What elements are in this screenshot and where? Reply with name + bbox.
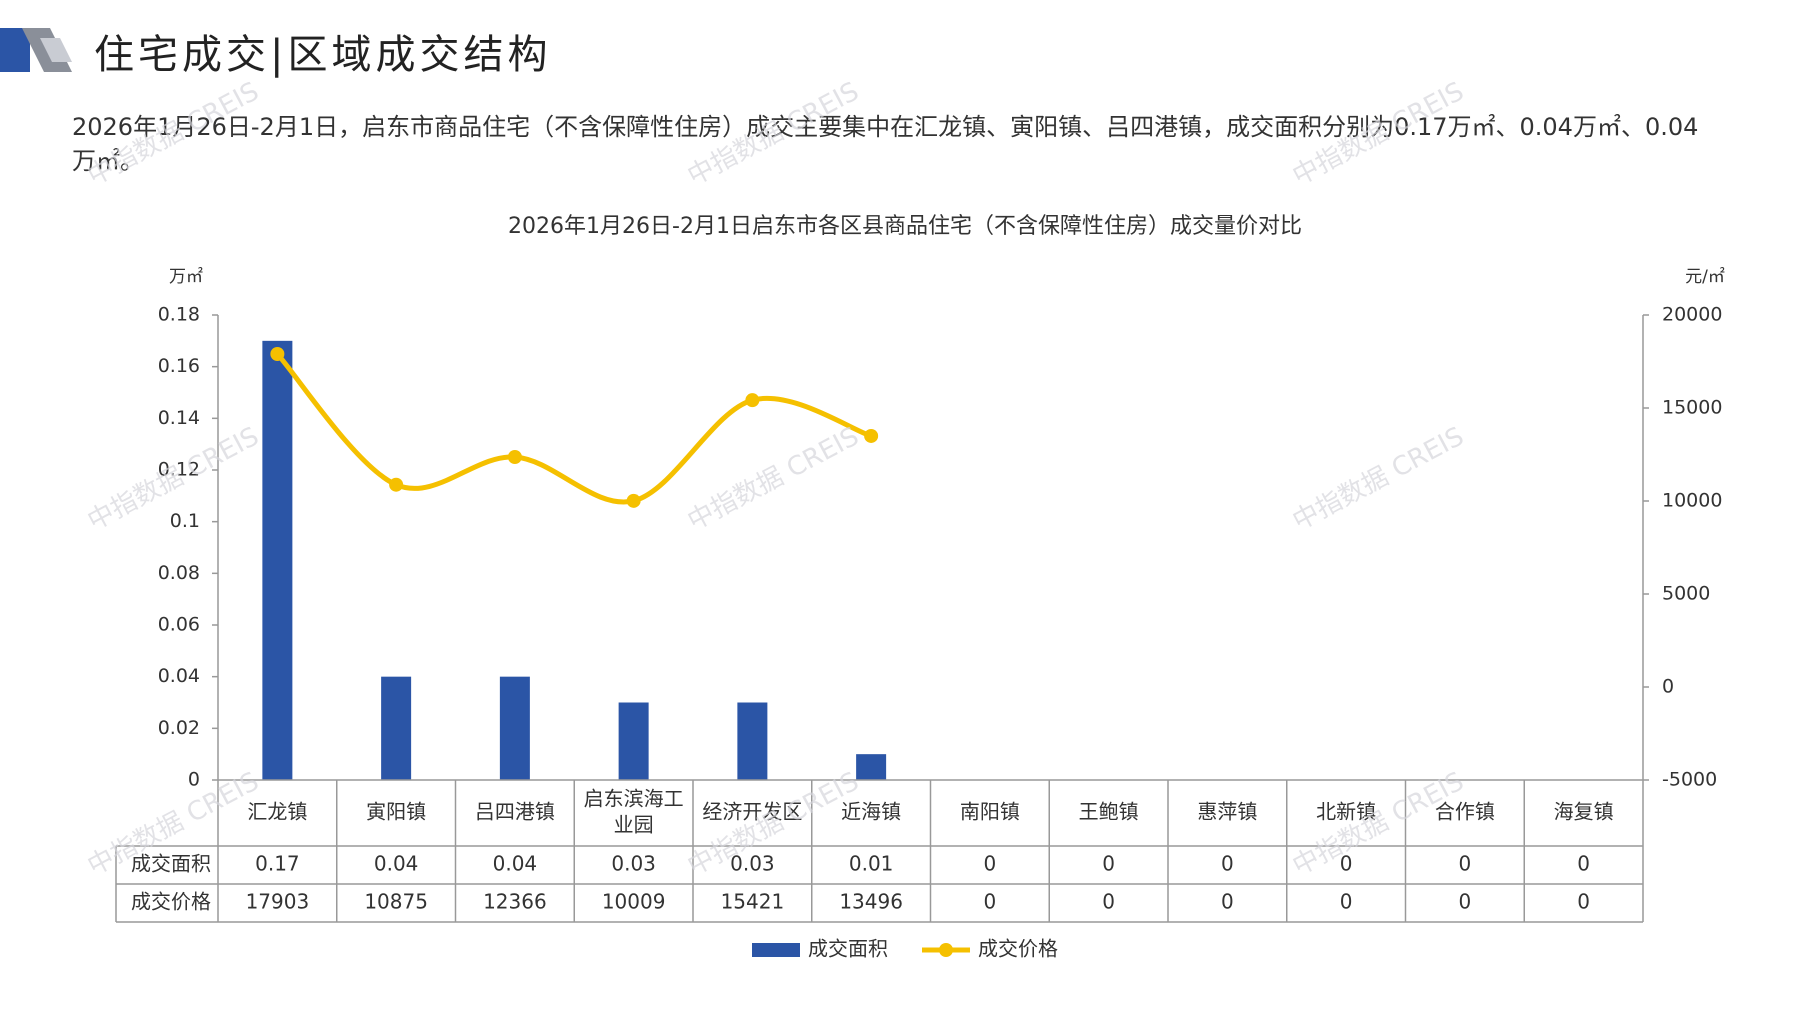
y-right-tick-label: 0 [1662,676,1674,698]
data-label-price: 0 [1340,890,1353,914]
category-label: 近海镇 [841,800,901,824]
data-label-price: 12366 [483,890,547,914]
data-label-area: 0 [1102,852,1115,876]
data-label-area: 0.01 [849,852,894,876]
data-label-area: 0.03 [611,852,656,876]
data-label-area: 0 [1221,852,1234,876]
legend-label-area: 成交面积 [808,937,888,961]
y-left-tick-label: 0.16 [158,355,200,377]
data-label-area: 0.04 [374,852,419,876]
data-label-area: 0 [1340,852,1353,876]
line-point [626,493,641,508]
y-left-tick-label: 0.12 [158,459,200,481]
data-label-price: 15421 [721,890,785,914]
y-right-tick-label: 20000 [1662,304,1722,326]
category-label: 北新镇 [1316,800,1376,824]
category-label: 汇龙镇 [247,800,307,824]
data-label-price: 0 [1459,890,1472,914]
line-point [270,347,285,362]
bar [499,676,530,780]
bar [618,702,649,780]
data-label-price: 0 [1102,890,1115,914]
data-label-price: 0 [1577,890,1590,914]
data-label-area: 0 [984,852,997,876]
category-label: 海复镇 [1554,800,1614,824]
data-label-area: 0.17 [255,852,300,876]
chart-title: 2026年1月26日-2月1日启东市各区县商品住宅（不含保障性住房）成交量价对比 [508,214,1302,239]
line-point [507,449,522,464]
summary-text: 2026年1月26日-2月1日，启东市商品住宅（不含保障性住房）成交主要集中在汇… [72,113,1699,175]
y-left-tick-label: 0.02 [158,717,200,739]
y-left-tick-label: 0.04 [158,665,200,687]
data-label-area: 0.03 [730,852,775,876]
y-right-tick-label: 15000 [1662,397,1722,419]
bar [856,754,887,780]
table-row-label-price: 成交价格 [131,890,211,914]
data-label-price: 0 [1221,890,1234,914]
category-label: 启东滨海工 [584,787,684,811]
y-right-tick-label: 10000 [1662,490,1722,512]
bar [381,676,412,780]
bar [737,702,768,780]
bar [262,340,293,780]
category-label: 经济开发区 [702,800,802,824]
legend-swatch-bar [752,943,800,957]
y-right-tick-label: 5000 [1662,583,1710,605]
category-label: 合作镇 [1435,800,1495,824]
y-right-unit: 元/㎡ [1685,267,1725,287]
y-left-tick-label: 0.08 [158,562,200,584]
table-row-label-area: 成交面积 [131,852,211,876]
y-left-tick-label: 0.1 [170,510,200,532]
data-label-area: 0.04 [493,852,538,876]
y-left-tick-label: 0 [188,769,200,791]
y-left-tick-label: 0.14 [158,407,200,429]
data-label-area: 0 [1577,852,1590,876]
data-label-price: 13496 [839,890,903,914]
category-label: 业园 [614,813,654,837]
line-point [389,477,404,492]
category-label: 惠萍镇 [1197,800,1257,824]
legend-swatch-point [939,943,953,957]
line-point [745,393,760,408]
data-label-price: 0 [984,890,997,914]
data-label-price: 17903 [246,890,310,914]
line-point [864,428,879,443]
page-title: 住宅成交|区域成交结构 [94,32,552,78]
data-label-area: 0 [1459,852,1472,876]
category-label: 王鲍镇 [1079,800,1139,824]
data-label-price: 10009 [602,890,666,914]
data-label-price: 10875 [364,890,428,914]
y-left-tick-label: 0.18 [158,304,200,326]
y-left-unit: 万㎡ [169,267,203,287]
y-left-tick-label: 0.06 [158,614,200,636]
category-label: 南阳镇 [960,800,1020,824]
legend-label-price: 成交价格 [978,937,1058,961]
category-label: 寅阳镇 [366,800,426,824]
category-label: 吕四港镇 [475,800,555,824]
logo-icon [0,28,72,72]
y-right-tick-label: -5000 [1662,769,1717,791]
